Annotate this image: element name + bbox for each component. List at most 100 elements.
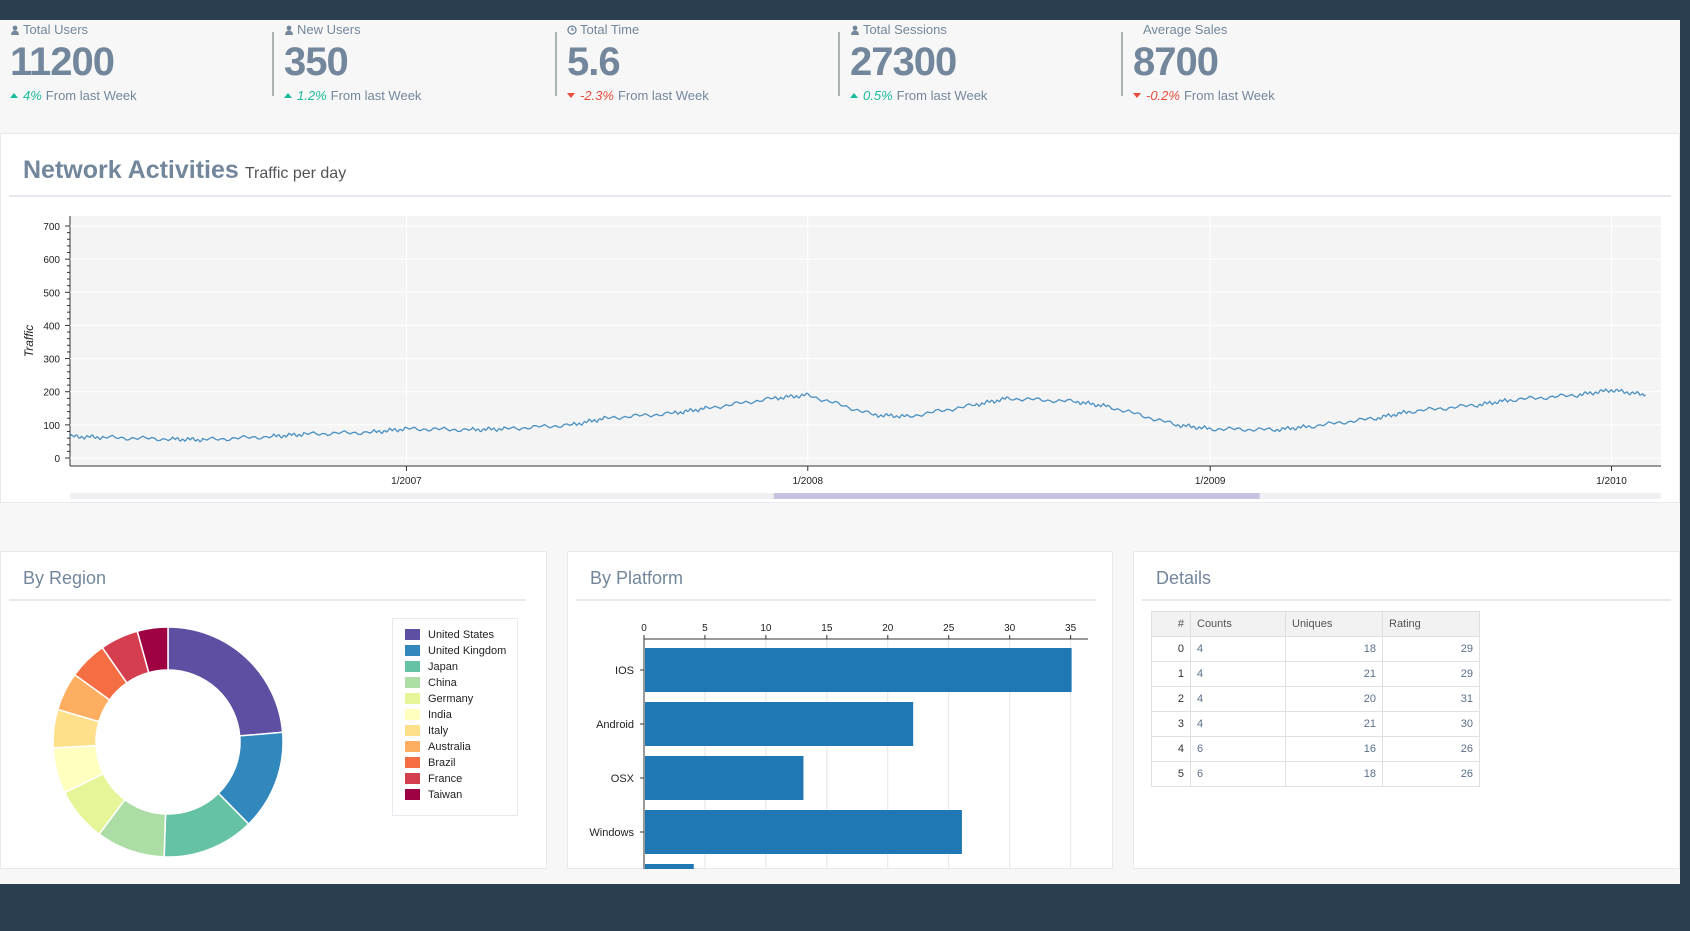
- network-activities-panel: Network Activities Traffic per day 1/2007…: [0, 133, 1680, 503]
- cell-index: 4: [1151, 736, 1191, 762]
- kpi-divider: [838, 32, 840, 96]
- caret-down-icon: [1133, 93, 1141, 98]
- caret-down-icon: [567, 93, 575, 98]
- caret-up-icon: [850, 93, 858, 98]
- region-title: By Region: [23, 568, 107, 588]
- legend-label: China: [428, 677, 457, 689]
- x-tick-label: 15: [821, 623, 833, 634]
- cell-counts: 4: [1190, 686, 1286, 712]
- y-tick-label: 100: [43, 421, 60, 432]
- cell-rating: 26: [1382, 761, 1480, 787]
- kpi-change-percent: -0.2%: [1146, 88, 1180, 103]
- network-title-text: Network Activities: [23, 156, 239, 184]
- clock-icon: [567, 23, 577, 35]
- legend-item: Italy: [405, 725, 448, 741]
- details-title: Details: [1156, 568, 1212, 588]
- legend-item: France: [405, 773, 462, 789]
- details-table: # Counts Uniques Rating 0 4 18 29 1 4 21 29 2 4 20…: [1151, 611, 1480, 787]
- kpi-label-text: Total Sessions: [863, 22, 947, 37]
- legend-swatch: [405, 725, 420, 736]
- range-selector-handle[interactable]: [773, 493, 1260, 499]
- donut-slice[interactable]: [167, 626, 284, 737]
- kpi-label: Total Sessions: [850, 22, 947, 37]
- x-tick-label: 30: [1004, 623, 1016, 634]
- traffic-line-chart[interactable]: 1/2007 1/2008 1/2009 1/2010 0 100 200 300 400 500…: [1, 204, 1681, 504]
- user-icon: [850, 23, 860, 35]
- col-header-uniques[interactable]: Uniques: [1285, 611, 1383, 637]
- kpi-change: -2.3% From last Week: [567, 88, 709, 103]
- y-axis-label: Traffic: [22, 325, 36, 357]
- legend-swatch: [405, 789, 420, 800]
- table-row[interactable]: 0 4 18 29: [1151, 636, 1480, 662]
- y-tick-label: IOS: [615, 665, 634, 677]
- col-header-rating[interactable]: Rating: [1382, 611, 1480, 637]
- legend-label: Taiwan: [428, 789, 463, 801]
- legend-item: Japan: [405, 661, 458, 677]
- cell-counts: 4: [1190, 711, 1286, 737]
- legend-label: United Kingdom: [428, 645, 507, 657]
- platform-title: By Platform: [590, 568, 684, 588]
- legend-item: Germany: [405, 693, 473, 709]
- table-row[interactable]: 1 4 21 29: [1151, 661, 1480, 687]
- platform-bar[interactable]: [645, 648, 1072, 692]
- legend-swatch: [405, 757, 420, 768]
- legend-label: India: [428, 709, 452, 721]
- kpi-value: 27300: [850, 40, 957, 84]
- kpi-change-suffix: From last Week: [617, 88, 709, 103]
- legend-swatch: [405, 709, 420, 720]
- x-tick-label: 1/2008: [792, 476, 823, 487]
- kpi-value: 8700: [1133, 40, 1219, 84]
- cell-uniques: 16: [1285, 736, 1383, 762]
- platform-bar[interactable]: [645, 810, 962, 854]
- kpi-change: 4% From last Week: [10, 88, 137, 103]
- region-donut-chart[interactable]: [11, 622, 311, 862]
- table-row[interactable]: 5 6 18 26: [1151, 761, 1480, 787]
- traffic-series-line: [69, 388, 1646, 443]
- legend-swatch: [405, 645, 420, 656]
- platform-bar[interactable]: [645, 702, 914, 746]
- donut-slice[interactable]: [136, 626, 169, 674]
- kpi-card: Total Time 5.6 -2.3% From last Week: [555, 20, 837, 145]
- y-tick-label: 200: [43, 388, 60, 399]
- legend-item: United States: [405, 629, 494, 645]
- col-header-index[interactable]: #: [1151, 611, 1191, 637]
- platform-bar-chart[interactable]: 0 5 10 15 20 25 30 35 IOS Android OSX Windows: [568, 609, 1088, 869]
- y-tick-label: 600: [43, 255, 60, 266]
- kpi-change-percent: 0.5%: [863, 88, 893, 103]
- x-tick-label: 20: [882, 623, 894, 634]
- kpi-label: Total Time: [567, 22, 639, 37]
- plot-area: [70, 216, 1661, 466]
- kpi-change-suffix: From last Week: [1183, 88, 1275, 103]
- cell-uniques: 21: [1285, 711, 1383, 737]
- kpi-row: Total Users 11200 4% From last Week New User…: [0, 20, 1680, 145]
- legend-label: Brazil: [428, 757, 456, 769]
- x-tick-label: 1/2010: [1596, 476, 1627, 487]
- table-row[interactable]: 4 6 16 26: [1151, 736, 1480, 762]
- cell-rating: 26: [1382, 736, 1480, 762]
- col-header-counts[interactable]: Counts: [1190, 611, 1286, 637]
- cell-index: 1: [1151, 661, 1191, 687]
- y-tick-label: 400: [43, 321, 60, 332]
- legend-label: Australia: [428, 741, 471, 753]
- cell-rating: 30: [1382, 711, 1480, 737]
- table-row[interactable]: 2 4 20 31: [1151, 686, 1480, 712]
- legend-item: Taiwan: [405, 789, 462, 805]
- legend-label: Japan: [428, 661, 458, 673]
- cell-uniques: 18: [1285, 636, 1383, 662]
- kpi-change: 0.5% From last Week: [850, 88, 987, 103]
- legend-item: United Kingdom: [405, 645, 506, 661]
- kpi-label-text: Average Sales: [1143, 22, 1228, 37]
- kpi-divider: [1121, 32, 1123, 96]
- legend-swatch: [405, 741, 420, 752]
- cell-index: 0: [1151, 636, 1191, 662]
- x-tick-label: 1/2009: [1195, 476, 1226, 487]
- cell-rating: 29: [1382, 661, 1480, 687]
- kpi-change-percent: 4%: [23, 88, 42, 103]
- kpi-card: Total Sessions 27300 0.5% From last Week: [838, 20, 1120, 145]
- platform-bar[interactable]: [645, 756, 804, 800]
- table-row[interactable]: 3 4 21 30: [1151, 711, 1480, 737]
- kpi-label-text: New Users: [297, 22, 361, 37]
- legend-label: France: [428, 773, 463, 785]
- cell-uniques: 20: [1285, 686, 1383, 712]
- platform-bar[interactable]: [645, 864, 694, 869]
